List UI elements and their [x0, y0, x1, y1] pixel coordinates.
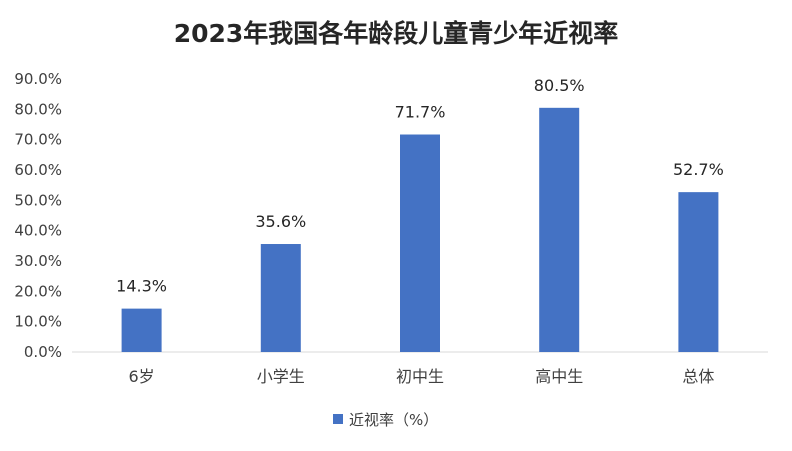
- y-tick-label: 50.0%: [14, 191, 62, 209]
- y-tick-label: 40.0%: [14, 222, 62, 240]
- bar: [678, 192, 719, 352]
- data-label: 71.7%: [395, 103, 446, 122]
- y-tick-label: 70.0%: [14, 131, 62, 149]
- x-tick-label: 小学生: [257, 367, 305, 386]
- y-tick-label: 10.0%: [14, 313, 62, 331]
- y-tick-label: 60.0%: [14, 161, 62, 179]
- y-tick-label: 90.0%: [14, 70, 62, 88]
- bars-group: [121, 107, 719, 352]
- legend-swatch: [333, 414, 343, 424]
- data-labels-group: 14.3% 35.6% 71.7% 80.5% 52.7%: [116, 76, 724, 296]
- data-label: 80.5%: [534, 76, 585, 95]
- y-axis-ticks: 0.0% 10.0% 20.0% 30.0% 40.0% 50.0% 60.0% 70.0% 8…: [14, 70, 62, 361]
- bar: [260, 244, 301, 352]
- x-tick-label: 初中生: [396, 367, 444, 386]
- chart-title: 2023年我国各年龄段儿童青少年近视率: [174, 19, 619, 48]
- data-label: 52.7%: [673, 160, 724, 179]
- legend-label: 近视率（%）: [349, 411, 438, 429]
- y-tick-label: 80.0%: [14, 100, 62, 118]
- y-tick-label: 20.0%: [14, 282, 62, 300]
- x-tick-label: 总体: [682, 367, 714, 386]
- y-tick-label: 30.0%: [14, 252, 62, 270]
- bar: [400, 134, 440, 352]
- y-tick-label: 0.0%: [24, 343, 62, 361]
- x-tick-label: 高中生: [535, 367, 583, 386]
- x-axis-categories: 6岁 小学生 初中生 高中生 总体: [129, 367, 715, 386]
- bar: [539, 107, 580, 352]
- data-label: 35.6%: [255, 212, 306, 231]
- data-label: 14.3%: [116, 277, 167, 296]
- legend: 近视率（%）: [333, 411, 438, 429]
- bar: [121, 308, 162, 352]
- x-tick-label: 6岁: [129, 367, 155, 386]
